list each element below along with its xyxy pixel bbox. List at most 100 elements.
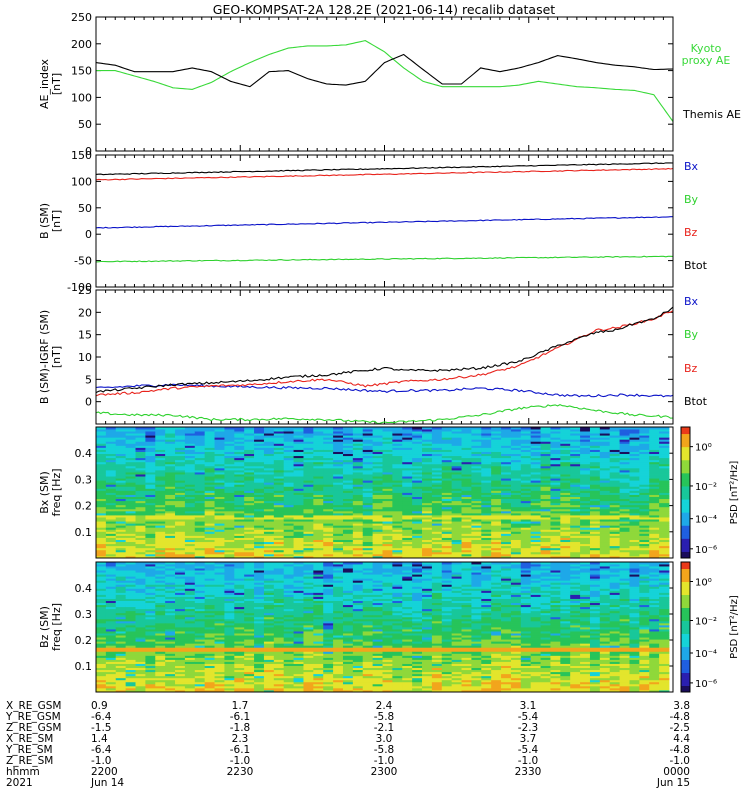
spectrogram-cell — [659, 500, 670, 504]
spectrogram-cell — [362, 433, 374, 436]
spectrogram-cell — [402, 437, 413, 440]
spectrogram-cell — [372, 447, 383, 450]
spectrogram-cell — [145, 687, 156, 691]
spectrogram-cell — [96, 480, 107, 483]
spectrogram-cell — [254, 476, 265, 479]
spectrogram-cell — [105, 655, 117, 658]
spectrogram-cell — [451, 453, 462, 457]
spectrogram-cell — [392, 504, 403, 508]
spectrogram-cell — [313, 445, 324, 448]
spectrogram-cell — [254, 553, 265, 557]
spectrogram-cell — [204, 492, 215, 495]
spectrogram-cell — [659, 427, 670, 430]
spectrogram-cell — [352, 535, 364, 538]
spectrogram-cell — [333, 441, 344, 444]
spectrogram-cell — [135, 459, 146, 463]
spectrogram-cell — [471, 433, 482, 436]
spectrogram-cell — [431, 517, 443, 520]
spectrogram-cell — [135, 566, 146, 569]
spectrogram-cell — [589, 441, 601, 444]
spectrogram-cell — [293, 543, 304, 547]
spectrogram-cell — [125, 592, 136, 595]
spectrogram-cell — [283, 541, 294, 545]
spectrogram-cell — [352, 543, 364, 547]
spectrogram-cell — [96, 588, 107, 591]
spectrogram-cell — [214, 433, 225, 436]
spectrogram-cell — [392, 488, 403, 491]
spectrogram-cell — [382, 527, 393, 530]
spectrogram-cell — [402, 457, 413, 461]
spectrogram-cell — [184, 453, 196, 457]
spectrogram-cell — [520, 441, 532, 444]
spectrogram-cell — [382, 463, 393, 467]
spectrogram-cell — [342, 498, 354, 502]
spectrogram-cell — [619, 467, 630, 471]
spectrogram-cell — [204, 439, 215, 442]
spectrogram-cell — [96, 570, 107, 573]
spectrogram-cell — [125, 610, 136, 614]
spectrogram-cell — [471, 465, 482, 469]
spectrogram-cell — [461, 502, 472, 506]
spectrogram-cell — [589, 449, 601, 452]
spectrogram-cell — [135, 486, 146, 489]
spectrogram-cell — [303, 521, 314, 524]
spectrogram-cell — [471, 435, 482, 438]
spectrogram-cell — [510, 521, 522, 524]
spectrogram-cell — [392, 443, 403, 446]
spectrogram-cell — [155, 519, 166, 522]
spectrogram-cell — [580, 510, 591, 514]
spectrogram-cell — [619, 445, 630, 448]
spectrogram-cell — [609, 437, 620, 440]
spectrogram-cell — [135, 622, 146, 626]
spectrogram-cell — [105, 669, 117, 673]
spectrogram-cell — [412, 502, 423, 506]
spectrogram-cell — [609, 515, 620, 518]
spectrogram-cell — [560, 517, 571, 520]
spectrogram-cell — [313, 508, 324, 512]
spectrogram-cell — [520, 510, 532, 514]
spectrogram-cell — [175, 478, 186, 481]
spectrogram-cell — [589, 461, 601, 465]
spectrogram-cell — [105, 667, 117, 671]
spectrogram-cell — [540, 429, 551, 432]
spectrogram-cell — [629, 443, 640, 446]
spectrogram-cell — [125, 637, 136, 640]
spectrogram-cell — [382, 506, 393, 510]
spectrogram-cell — [254, 545, 265, 549]
spectrogram-cell — [372, 459, 383, 463]
spectrogram-cell — [96, 661, 107, 664]
spectrogram-cell — [510, 506, 522, 510]
spectrogram-cell — [422, 445, 433, 448]
spectrogram-cell — [451, 494, 462, 497]
spectrogram-cell — [313, 502, 324, 506]
spectrogram-cell — [323, 433, 334, 436]
spectrogram-cell — [244, 553, 255, 557]
spectrogram-cell — [244, 445, 255, 448]
spectrogram-cell — [105, 445, 117, 448]
spectrogram-cell — [422, 517, 433, 520]
spectrogram-cell — [135, 461, 146, 465]
spectrogram-cell — [491, 539, 502, 543]
y-axis-label: AE_index — [38, 58, 51, 109]
spectrogram-cell — [560, 549, 571, 553]
spectrogram-cell — [392, 457, 403, 461]
spectrogram-cell — [283, 527, 294, 530]
y-tick-label: 50 — [78, 202, 92, 215]
spectrogram-cell — [125, 645, 136, 648]
spectrogram-cell — [323, 482, 334, 485]
spectrogram-cell — [175, 531, 186, 534]
spectrogram-cell — [560, 492, 571, 495]
spectrogram-cell — [491, 449, 502, 452]
spectrogram-cell — [570, 457, 581, 461]
spectrogram-cell — [580, 535, 591, 538]
spectrogram-cell — [491, 510, 502, 514]
spectrogram-cell — [155, 653, 166, 656]
spectrogram-cell — [145, 521, 156, 524]
spectrogram-cell — [530, 480, 541, 483]
spectrogram-cell — [165, 521, 176, 524]
spectrogram-cell — [570, 541, 581, 545]
spectrogram-cell — [342, 506, 354, 510]
spectrogram-cell — [510, 453, 522, 457]
spectrogram-cell — [481, 551, 492, 555]
spectrogram-cell — [431, 474, 443, 477]
